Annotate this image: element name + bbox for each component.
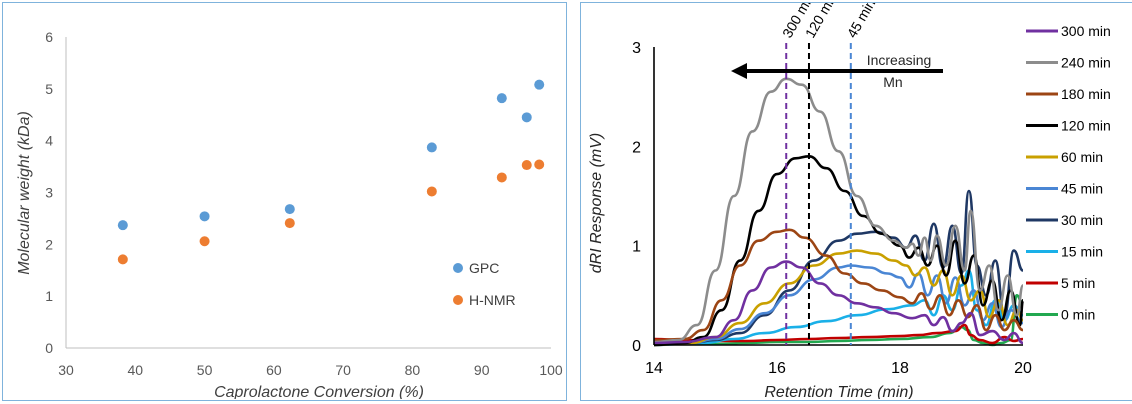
x-tick-label: 50 [197,362,213,378]
data-point-gpc [521,112,532,123]
legend-label-30-min: 30 min [1061,212,1103,228]
y-tick-label: 3 [45,185,53,201]
series-line-5-min [653,323,1024,345]
x-tick-label: 80 [405,362,421,378]
y-axis-label: Molecular weight (kDa) [16,111,33,275]
legend: GPC H-NMR [453,260,516,308]
data-point-gpc [284,204,295,215]
series-line-120-min [653,155,1025,347]
data-point-gpc [426,142,437,153]
data-point-h-nmr [199,236,210,247]
x-axis-label: Caprolactone Conversion (%) [214,384,424,399]
y-axis-label: dRI Response (mV) [588,133,605,274]
y-tick-label: 0 [45,340,53,356]
increasing-mn-arrow: Increasing Mn [731,52,943,90]
line-chart: 14 16 18 20 0 1 2 3 300 min 120 min 45 min Increa… [588,0,1111,401]
scatter-chart-panel: 30 40 50 60 70 80 90 100 0 1 2 3 4 5 6 Caprolactone Co… [2,2,567,401]
legend-label-45-min: 45 min [1061,181,1103,197]
legend-label-5-min: 5 min [1061,275,1095,291]
x-tick-label: 18 [891,360,909,377]
legend-label-gpc: GPC [469,260,499,276]
x-tick-label: 60 [266,362,282,378]
y-tick-label: 2 [45,236,53,252]
legend-label-15-min: 15 min [1061,244,1103,260]
series-line-15-min [653,269,1024,347]
x-tick-label: 100 [539,362,563,378]
data-point-gpc [496,93,507,104]
series-line-0-min [654,294,1024,347]
data-point-h-nmr [521,160,532,171]
y-tick-label: 5 [45,81,53,97]
x-tick-label: 70 [335,362,351,378]
scatter-chart: 30 40 50 60 70 80 90 100 0 1 2 3 4 5 6 Caprolactone Co… [16,29,563,401]
y-tick-label: 0 [632,338,641,355]
arrow-text-increasing: Increasing [867,52,932,68]
legend-label-240-min: 240 min [1061,55,1111,71]
data-point-gpc [199,211,210,222]
series-line-180-min [653,228,1024,342]
data-point-h-nmr [117,254,128,265]
series-line-60-min [653,249,1024,347]
x-tick-label: 14 [645,360,663,377]
data-point-gpc [534,79,545,90]
legend-marker-hnmr [453,295,463,305]
data-point-h-nmr [284,218,295,229]
x-tick-label: 90 [474,362,490,378]
arrow-text-mn: Mn [883,74,902,90]
legend-label-180-min: 180 min [1061,86,1111,102]
y-tick-label: 6 [45,29,53,45]
legend-label-0-min: 0 min [1061,307,1095,323]
y-tick-label: 1 [632,239,641,256]
legend-label-300-min: 300 min [1061,23,1111,39]
data-point-h-nmr [496,172,507,183]
data-point-gpc [117,220,128,231]
data-point-h-nmr [534,159,545,170]
gpc-trace-panel: 14 16 18 20 0 1 2 3 300 min 120 min 45 min Increa… [580,0,1132,401]
legend-label-hnmr: H-NMR [469,292,516,308]
series-line-240-min [653,77,1025,344]
y-tick-label: 1 [45,288,53,304]
legend-label-120-min: 120 min [1061,118,1111,134]
marker-label-45-min: 45 min [844,3,879,41]
legend: 300 min 240 min 180 min 120 min 60 min 45 min… [1026,23,1111,323]
x-tick-label: 16 [768,360,786,377]
x-tick-label: 30 [58,362,74,378]
y-tick-label: 3 [632,40,641,57]
series-line-300-min [653,260,1024,345]
x-tick-label: 20 [1014,360,1032,377]
legend-label-60-min: 60 min [1061,149,1103,165]
y-tick-label: 4 [45,133,53,149]
x-tick-label: 40 [127,362,143,378]
y-tick-label: 2 [632,139,641,156]
data-point-h-nmr [426,186,437,197]
legend-marker-gpc [453,263,463,273]
x-axis-label: Retention Time (min) [764,384,913,399]
